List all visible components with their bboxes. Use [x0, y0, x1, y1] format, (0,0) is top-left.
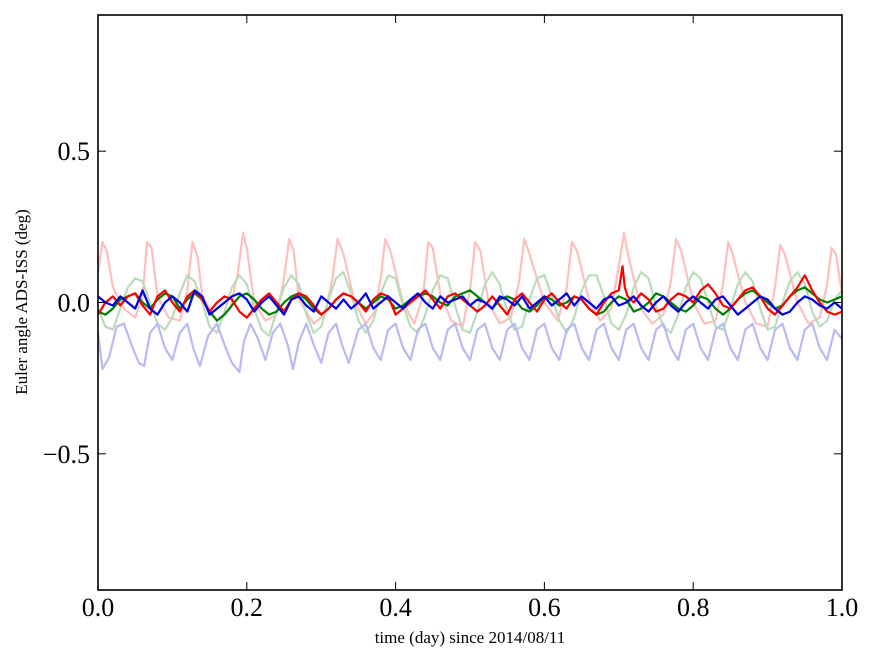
plot-frame [97, 14, 843, 591]
y-tick-label-0: −0.5 [43, 440, 90, 469]
x-tick-label-0: 0.0 [82, 593, 115, 622]
x-tick-label-4: 0.8 [677, 593, 710, 622]
x-tick-label-2: 0.4 [379, 593, 412, 622]
x-tick-label-5: 1.0 [826, 593, 859, 622]
x-axis-label: time (day) since 2014/08/11 [375, 628, 566, 647]
y-tick-label-2: 0.5 [58, 137, 91, 166]
series-line-4 [97, 265, 843, 319]
x-tick-label-1: 0.2 [231, 593, 264, 622]
series-line-5 [97, 289, 843, 316]
series-line-2 [96, 322, 843, 374]
y-tick-label-1: 0.0 [58, 289, 91, 318]
tick-layer: 0.0 0.2 0.4 0.6 0.8 1.0 −0.5 0.0 0.5 [43, 15, 858, 622]
series-layer [96, 231, 844, 374]
y-axis-label: Euler angle ADS-ISS (deg) [12, 209, 31, 395]
series-line-3 [97, 286, 843, 322]
x-tick-label-3: 0.6 [528, 593, 561, 622]
